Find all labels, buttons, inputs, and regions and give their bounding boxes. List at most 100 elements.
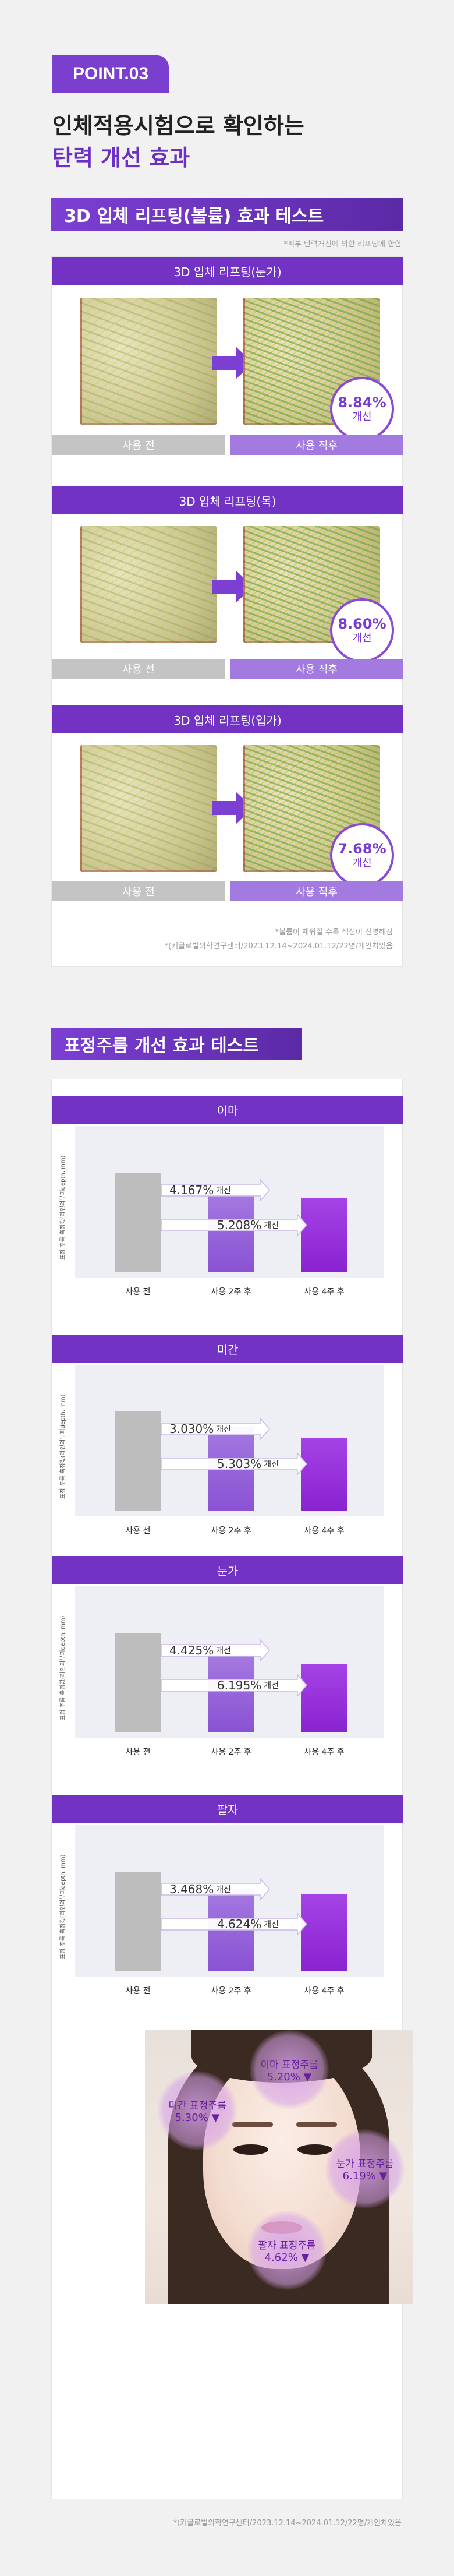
brow-right <box>296 2122 337 2127</box>
improvement-label: 3.468% 개선 <box>166 1879 235 1900</box>
improvement-arrow <box>161 1452 308 1476</box>
bar-2weeks <box>208 1193 254 1272</box>
percent-badge-neck: 8.60% 개선 <box>330 598 394 662</box>
improvement-value: 5.208% <box>217 1218 262 1232</box>
tick-2weeks: 사용 2주 후 <box>211 1986 251 1996</box>
improvement-unit: 개선 <box>216 1646 232 1656</box>
footnote-source-2: *(커글로벌의학연구센터/2023.12.14~2024.01.12/22명/개… <box>173 2519 402 2528</box>
caption-after: 사용 직후 <box>230 659 403 679</box>
y-axis-label: 표정 주름 측정값(라인의부피depth, mm) <box>60 1854 66 1959</box>
bar-before <box>115 1411 161 1511</box>
chart-title: 팔자 <box>52 1795 403 1823</box>
block-header-eyes: 3D 입체 리프팅(눈가) <box>52 257 403 285</box>
tick-2weeks: 사용 2주 후 <box>211 1748 251 1757</box>
block-header-neck: 3D 입체 리프팅(목) <box>52 486 403 514</box>
improvement-label: 5.208% 개선 <box>214 1215 282 1236</box>
improvement-arrow <box>161 1213 308 1237</box>
caption-before: 사용 전 <box>52 659 225 679</box>
bar-4weeks <box>301 1663 347 1732</box>
improvement-unit: 개선 <box>216 1186 232 1195</box>
improvement-unit: 개선 <box>264 1460 279 1469</box>
improvement-unit: 개선 <box>216 1425 232 1434</box>
block-header-mouth: 3D 입체 리프팅(입가) <box>52 705 403 733</box>
caption-after: 사용 직후 <box>230 881 403 901</box>
lifting-card: 3D 입체 리프팅(눈가) 8.84% 개선 사용 전 사용 직후 3D 입체 … <box>51 256 403 967</box>
face-photo: 이마 표정주름 5.20% ▼ 미간 표정주름 5.30% ▼ 눈가 표정주름 … <box>145 2030 413 2304</box>
improvement-value: 6.195% <box>217 1678 262 1692</box>
brow-left <box>232 2122 273 2127</box>
tag-glabella: 미간 표정주름 5.30% ▼ <box>158 2071 237 2150</box>
headline-line1: 인체적용시험으로 확인하는 <box>52 113 304 139</box>
eye-right <box>297 2144 332 2155</box>
improvement-label: 3.030% 개선 <box>166 1418 235 1439</box>
caption-before: 사용 전 <box>52 881 225 901</box>
chart-title: 미간 <box>52 1335 403 1363</box>
before-photo-mouth <box>80 745 217 872</box>
bar-before <box>115 1633 161 1732</box>
improvement-unit: 개선 <box>264 1681 279 1691</box>
after-photo-eyes <box>243 298 380 425</box>
tick-before: 사용 전 <box>125 1986 151 1996</box>
improvement-unit: 개선 <box>264 1221 279 1230</box>
improvement-value: 3.468% <box>169 1882 214 1896</box>
after-photo-neck <box>243 526 380 643</box>
bar-before <box>115 1872 161 1971</box>
improvement-label: 4.624% 개선 <box>214 1914 282 1935</box>
improvement-value: 4.425% <box>169 1643 214 1657</box>
tag-forehead: 이마 표정주름 5.20% ▼ <box>250 2030 329 2109</box>
improvement-value: 3.030% <box>169 1422 214 1436</box>
tick-before: 사용 전 <box>125 1748 151 1757</box>
caption-after: 사용 직후 <box>230 435 403 455</box>
section-title-wrinkle: 표정주름 개선 효과 테스트 <box>51 1028 302 1060</box>
before-photo-eyes <box>80 298 217 425</box>
footnote-volume: *볼륨이 채워질 수록 색상이 선명해짐 <box>275 928 393 937</box>
caption-before: 사용 전 <box>52 435 225 455</box>
improvement-value: 4.624% <box>217 1917 262 1931</box>
after-photo-mouth <box>243 745 380 872</box>
improvement-value: 4.167% <box>169 1183 214 1197</box>
improvement-arrow <box>161 1639 271 1662</box>
tick-4weeks: 사용 4주 후 <box>304 1748 345 1757</box>
y-axis-label: 표정 주름 측정값(라인의부피depth, mm) <box>60 1394 66 1499</box>
bar-4weeks <box>301 1198 347 1272</box>
improvement-arrow <box>161 1912 308 1936</box>
improvement-arrow <box>161 1178 271 1202</box>
eye-left <box>233 2144 268 2155</box>
tick-before: 사용 전 <box>125 1526 151 1536</box>
improvement-label: 4.167% 개선 <box>166 1180 235 1201</box>
wrinkle-card: 이마 표정 주름 측정값(라인의부피depth, mm) 사용 전 사용 2주 후 사용… <box>51 1079 413 2499</box>
improvement-label: 5.303% 개선 <box>214 1453 282 1474</box>
y-axis-label: 표정 주름 측정값(라인의부피depth, mm) <box>60 1615 66 1720</box>
tag-nasolabial: 팔자 표정주름 4.62% ▼ <box>247 2211 327 2290</box>
tick-2weeks: 사용 2주 후 <box>211 1526 251 1536</box>
percent-badge-eyes: 8.84% 개선 <box>330 377 394 441</box>
improvement-arrow <box>161 1878 271 1901</box>
tick-4weeks: 사용 4주 후 <box>304 1526 345 1536</box>
y-axis-label: 표정 주름 측정값(라인의부피depth, mm) <box>60 1155 66 1260</box>
chart-title: 이마 <box>52 1096 403 1124</box>
bar-4weeks <box>301 1438 347 1511</box>
footnote-source: *(커글로벌의학연구센터/2023.12.14~2024.01.12/22명/개… <box>164 942 393 951</box>
improvement-value: 5.303% <box>217 1457 262 1471</box>
tick-before: 사용 전 <box>125 1287 151 1297</box>
headline-line2: 탄력 개선 효과 <box>52 145 190 171</box>
section-title-lifting: 3D 입체 리프팅(볼륨) 효과 테스트 <box>51 198 403 231</box>
improvement-label: 6.195% 개선 <box>214 1675 282 1696</box>
bar-2weeks <box>208 1654 254 1732</box>
tick-4weeks: 사용 4주 후 <box>304 1986 345 1996</box>
percent-badge-mouth: 7.68% 개선 <box>330 823 394 887</box>
before-photo-neck <box>80 526 217 643</box>
tick-4weeks: 사용 4주 후 <box>304 1287 345 1297</box>
improvement-arrow <box>161 1417 271 1441</box>
point-badge: POINT.03 <box>52 55 169 93</box>
improvement-label: 4.425% 개선 <box>166 1640 235 1661</box>
improvement-unit: 개선 <box>264 1920 279 1929</box>
tick-2weeks: 사용 2주 후 <box>211 1287 251 1297</box>
bar-4weeks <box>301 1894 347 1971</box>
improvement-arrow <box>161 1674 308 1697</box>
tag-eyes: 눈가 표정주름 6.19% ▼ <box>325 2129 405 2208</box>
bar-before <box>115 1173 161 1272</box>
chart-title: 눈가 <box>52 1556 403 1584</box>
section-note: *피부 탄력개선에 의한 리프팅에 한함 <box>283 240 402 249</box>
improvement-unit: 개선 <box>216 1885 232 1894</box>
